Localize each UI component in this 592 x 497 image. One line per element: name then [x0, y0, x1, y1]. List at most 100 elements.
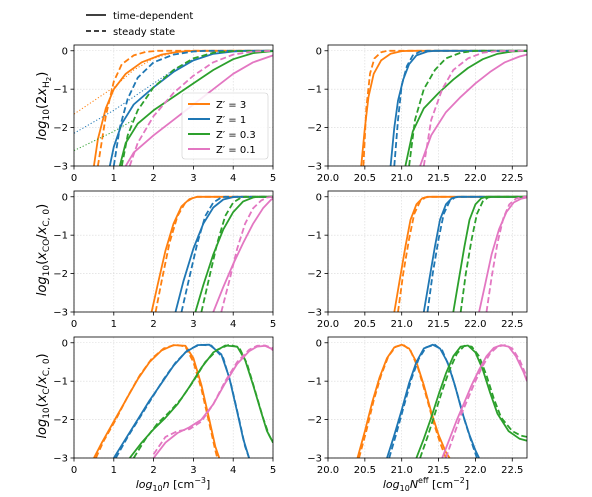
y-tick-label: −1 [53, 85, 68, 96]
series-group [356, 343, 527, 458]
x-tick-label: 1 [111, 173, 117, 184]
series-line-dashed [200, 195, 273, 312]
y-tick-label: 0 [316, 46, 322, 57]
x-tick-label: 22.0 [464, 319, 486, 330]
y-tick-label: −1 [307, 377, 322, 388]
y-tick-label: 0 [316, 192, 322, 203]
panels: 0 1 2 3 4 5 −3 −2 −1 0 20.0 20.5 21.0 21.5 22.0 22.5 −3 −… [53, 44, 528, 476]
y-tick-label: −3 [307, 162, 322, 173]
panel-row2-right: 20.0 20.5 21.0 21.5 22.0 22.5 −3 −2 −1 0 [307, 190, 528, 330]
axes-frame [327, 44, 528, 167]
series-line-dashed [388, 343, 478, 458]
series-line-solid [441, 344, 527, 458]
x-tick-label: 4 [230, 173, 236, 184]
x-tick-label: 5 [270, 173, 276, 184]
series-line-solid [419, 53, 527, 166]
x-tick-label: 20.5 [354, 319, 376, 330]
metallicity-legend: Z′ = 3 Z′ = 1 Z′ = 0.3 Z′ = 0.1 [181, 92, 269, 160]
series-line-dashed [422, 49, 527, 166]
series-line-dashed [97, 49, 273, 166]
x-tick-label: 4 [230, 465, 236, 476]
series-line-dashed [485, 195, 527, 312]
y-tick-label: −1 [53, 231, 68, 242]
series-line-solid [113, 343, 250, 458]
panel-row1-right: 20.0 20.5 21.0 21.5 22.0 22.5 −3 −2 −1 0 [307, 44, 528, 184]
y-tick-label: −1 [307, 85, 322, 96]
y-tick-label: −2 [53, 415, 68, 426]
series-line-solid [128, 344, 273, 458]
x-tick-label: 21.5 [427, 465, 449, 476]
x-tick-label: 20.0 [317, 319, 339, 330]
x-tick-label: 21.0 [391, 319, 413, 330]
series-line-solid [415, 344, 527, 458]
series-line-solid [478, 196, 527, 312]
y-tick-label: −3 [53, 454, 68, 465]
series-line-dashed [154, 195, 273, 312]
panel-row2-left: 0 1 2 3 4 5 −3 −2 −1 0 [53, 190, 276, 330]
x-tick-label: 1 [111, 319, 117, 330]
series-line-dashed [459, 195, 527, 312]
series-line-dashed [419, 344, 527, 458]
x-tick-label: 2 [150, 173, 156, 184]
series-line-dashed [132, 343, 273, 458]
x-tick-label: 21.5 [427, 173, 449, 184]
y-tick-label: −2 [307, 123, 322, 134]
series-group [93, 343, 273, 458]
series-line-dashed [180, 195, 273, 312]
legend-box [181, 92, 269, 160]
x-tick-label: 1 [111, 465, 117, 476]
xlabel-column: log10Neff [cm−2] [383, 476, 469, 493]
series-line-dotted [74, 50, 194, 115]
series-line-dashed [408, 49, 527, 166]
x-tick-label: 4 [230, 319, 236, 330]
series-line-dotted [74, 119, 134, 152]
series-line-dashed [445, 344, 527, 458]
x-tick-label: 22.5 [501, 465, 523, 476]
x-tick-label: 21.5 [427, 319, 449, 330]
x-tick-label: 20.5 [354, 173, 376, 184]
series-line-dashed [220, 195, 273, 312]
x-tick-label: 22.0 [464, 465, 486, 476]
x-tick-label: 0 [71, 319, 77, 330]
series-line-dashed [128, 49, 273, 166]
legend-metal-label: Z′ = 0.3 [216, 130, 256, 141]
legend-metal-label: Z′ = 1 [216, 115, 246, 126]
series-line-dotted [74, 58, 194, 134]
x-tick-label: 22.5 [501, 173, 523, 184]
series-group [150, 195, 273, 312]
ylabel-co: log10(xCO/xC, 0) [35, 204, 52, 296]
y-tick-label: 0 [62, 338, 68, 349]
y-tick-label: 0 [316, 338, 322, 349]
series-line-solid [389, 49, 527, 166]
xlabel-density: log10n [cm−3] [136, 476, 211, 493]
x-tick-label: 22.5 [501, 319, 523, 330]
x-tick-label: 21.0 [391, 173, 413, 184]
x-tick-label: 21.0 [391, 465, 413, 476]
x-tick-label: 3 [190, 465, 196, 476]
series-line-solid [150, 195, 273, 312]
series-line-dashed [115, 343, 250, 458]
y-tick-label: −2 [53, 269, 68, 280]
series-line-dashed [120, 49, 273, 166]
panel-row3-left: 0 1 2 3 4 5 −3 −2 −1 0 [53, 336, 276, 476]
series-line-solid [93, 344, 221, 458]
legend-metal-label: Z′ = 0.1 [216, 145, 256, 156]
panel-row3-right: 20.0 20.5 21.0 21.5 22.0 22.5 −3 −2 −1 0 [307, 336, 528, 476]
axes-frame [73, 44, 274, 167]
y-tick-label: −2 [307, 269, 322, 280]
x-tick-label: 3 [190, 173, 196, 184]
y-tick-label: −1 [307, 231, 322, 242]
ylabel-c: log10(xC/xC, 0) [35, 353, 52, 438]
axes-frame [327, 190, 528, 313]
style-legend: time-dependent steady state [86, 11, 193, 38]
x-tick-label: 20.0 [317, 173, 339, 184]
x-tick-label: 20.0 [317, 465, 339, 476]
series-group [393, 195, 527, 312]
x-tick-label: 3 [190, 319, 196, 330]
y-tick-label: −3 [307, 308, 322, 319]
x-tick-label: 20.5 [354, 465, 376, 476]
series-line-dashed [152, 344, 273, 455]
y-tick-label: 0 [62, 192, 68, 203]
axes-frame [73, 336, 274, 459]
